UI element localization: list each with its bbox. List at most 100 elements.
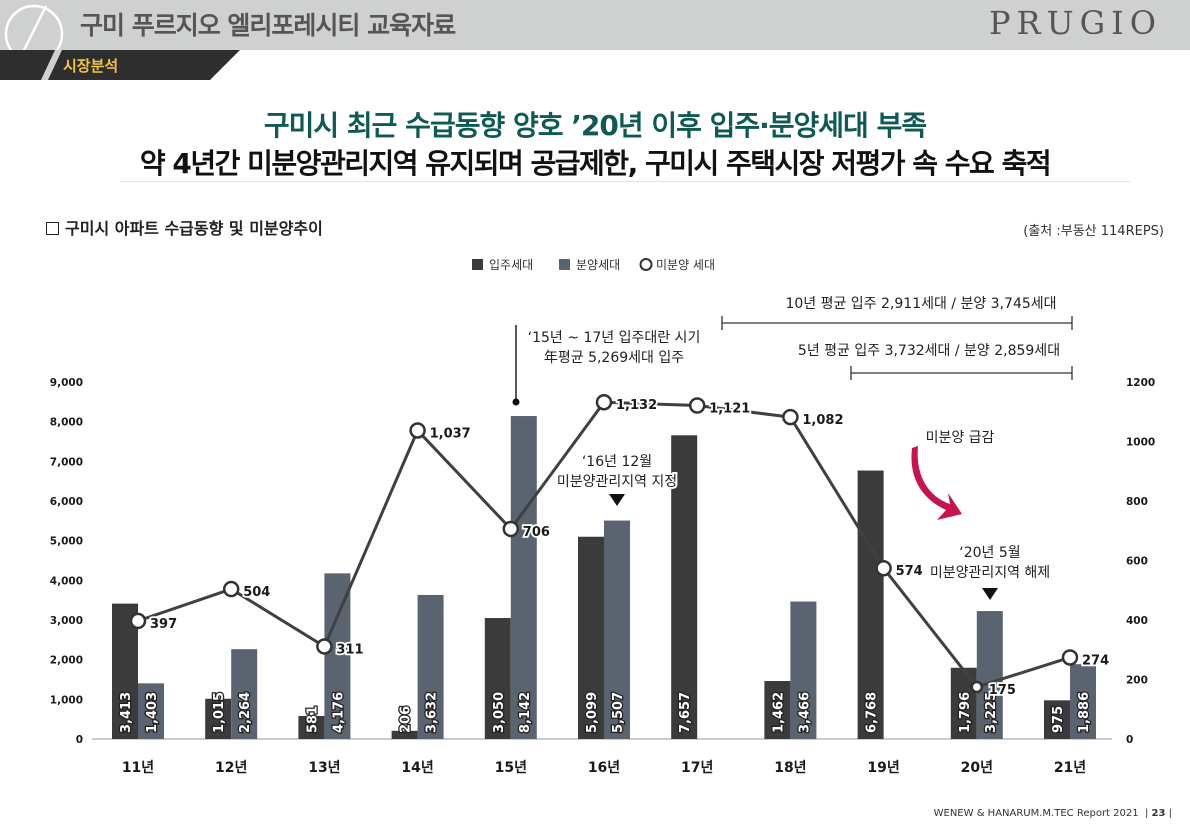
down-triangle-icon [609,494,625,506]
unsold-point [222,580,240,598]
annotation-release-text: 미분양관리지역 해제 [930,565,1050,581]
footer-report-name: WENEW & HANARUM.M.TEC Report 2021 [933,808,1139,819]
y-left-tick-label: 9,000 [50,377,83,389]
unsold-point-label: 311 [336,642,363,657]
chart-source: (출처 :부동산 114REPS) [1023,224,1164,239]
x-tick-label: 12년 [215,760,247,776]
unsold-point [316,638,333,655]
bar-sale-label: 8,142 [518,692,533,733]
bar-move-in [391,730,418,739]
y-left-tick-label: 0 [76,734,83,746]
bar-sale [138,683,164,739]
bar-move-in [764,681,791,739]
x-tick-label: 18년 [774,760,806,776]
bar-move-in-label: 206 [399,706,414,733]
legend-swatch-unsold [639,258,653,271]
unsold-point [595,393,613,411]
unsold-point [502,520,520,538]
unsold-point-label: 706 [523,525,550,540]
chart-heading: 구미시 아파트 수급동향 및 미분양추이 [46,215,323,239]
bar-sale [510,416,537,739]
legend-label-sale: 분양세대 [576,258,620,272]
bar-move-in [578,536,604,739]
x-tick-label: 11년 [122,760,154,776]
x-tick-label: 15년 [495,760,527,776]
legend-label-unsold: 미분양 세대 [656,258,715,272]
unsold-point-label: 574 [896,564,923,579]
y-right-tick-label: 1000 [1126,437,1155,449]
legend-swatch-move-in [472,259,483,270]
y-right-tick-label: 1200 [1126,377,1155,389]
section-tab [0,50,240,80]
y-left-tick-label: 4,000 [50,575,83,587]
y-left-tick-label: 5,000 [50,536,83,548]
unsold-point-label: 274 [1082,653,1109,668]
y-axis-right: 0 200 400 600 800 1000 1200 [1125,376,1157,748]
unsold-line-series: 397 504 311 1,037 706 1,132 1,121 1,082 574 175 27… [129,393,1111,700]
x-tick-label: 19년 [867,760,899,776]
bar-move-in [205,698,232,739]
y-right-tick-label: 800 [1126,496,1148,508]
bar-move-in [298,715,325,739]
bar-move-in-label: 5,099 [585,692,600,733]
unsold-point-label: 175 [989,683,1016,698]
unsold-point [875,559,892,577]
bar-move-in-label: 3,413 [119,692,134,733]
checkbox-square-icon [46,222,59,235]
annotation-10yr-bracket [721,316,1073,330]
section-label: 시장분석 [63,57,119,75]
y-left-tick-label: 2,000 [50,655,83,667]
bar-move-in [857,470,884,739]
document-title: 구미 푸르지오 엘리포레시티 교육자료 [80,11,456,40]
y-right-tick-label: 0 [1126,734,1133,746]
bar-sale [976,611,1003,739]
unsold-point-label: 1,037 [430,426,471,441]
y-left-tick-label: 1,000 [50,694,83,706]
bar-move-in [671,435,698,739]
down-triangle-icon [982,588,998,600]
bar-move-in-label: 1,462 [771,692,786,733]
bar-sale-label: 2,264 [238,692,253,733]
annotation-release-date: ‘20년 5월 [959,545,1020,561]
bar-sale [790,601,817,739]
y-axis-left: 0 1,000 2,000 3,000 4,000 5,000 6,000 7,000 8,00… [48,376,84,748]
annotation-designation-text: 미분양관리지역 지정 [557,474,677,490]
footer: WENEW & HANARUM.M.TEC Report 2021 | 23 | [933,808,1172,819]
y-left-tick-label: 8,000 [50,417,83,429]
bar-sale-label: 3,466 [797,692,812,733]
annotation-peak-average: 年평균 5,269세대 입주 [544,350,684,366]
chart-heading-text: 구미시 아파트 수급동향 및 미분양추이 [65,219,323,238]
bar-sale [1070,664,1096,739]
bar-move-in-label: 1,015 [212,692,227,733]
top-header-bar [0,0,1190,50]
annotation-5yr-average: 5년 평균 입주 3,732세대 / 분양 2,859세대 [798,343,1060,359]
unsold-point [970,680,984,694]
brand-logo: PRUGIO [988,4,1162,42]
y-left-tick-label: 3,000 [50,615,83,627]
unsold-point [409,422,426,439]
bar-sale-label: 4,176 [331,692,346,733]
bar-move-in-label: 581 [305,706,320,733]
bar-sale-label: 3,225 [984,692,999,733]
headline-primary: 구미시 최근 수급동향 양호 ’20년 이후 입주·분양세대 부족 [263,109,927,142]
x-tick-label: 20년 [961,760,993,776]
bar-move-in-label: 975 [1051,706,1066,733]
bar-series: 3,413 1,403 1,015 2,264 581 4,176 206 3,632 3,05… [112,416,1096,739]
annotation-10yr-average: 10년 평균 입주 2,911세대 / 분양 3,745세대 [785,296,1056,312]
bar-sale [324,573,351,739]
x-axis-labels: 11년 12년 13년 14년 15년 16년 17년 18년 19년 20년 21년 [120,758,1088,778]
chart-legend: 입주세대 분양세대 미분양 세대 [472,258,715,272]
annotation-designation-date: ‘16년 12월 [582,454,652,470]
bar-move-in-label: 7,657 [678,692,693,733]
bar-sale [604,520,630,739]
unsold-point [782,408,799,426]
y-right-tick-label: 200 [1126,675,1148,687]
bar-move-in-label: 1,796 [958,692,973,733]
unsold-point-label: 1,132 [616,398,657,413]
bar-move-in-label: 6,768 [865,692,880,733]
page-number: 23 [1151,808,1166,819]
annotation-peak-dot [512,398,520,406]
y-left-tick-label: 7,000 [50,456,83,468]
x-tick-label: 21년 [1054,760,1086,776]
bar-move-in [1044,700,1070,739]
